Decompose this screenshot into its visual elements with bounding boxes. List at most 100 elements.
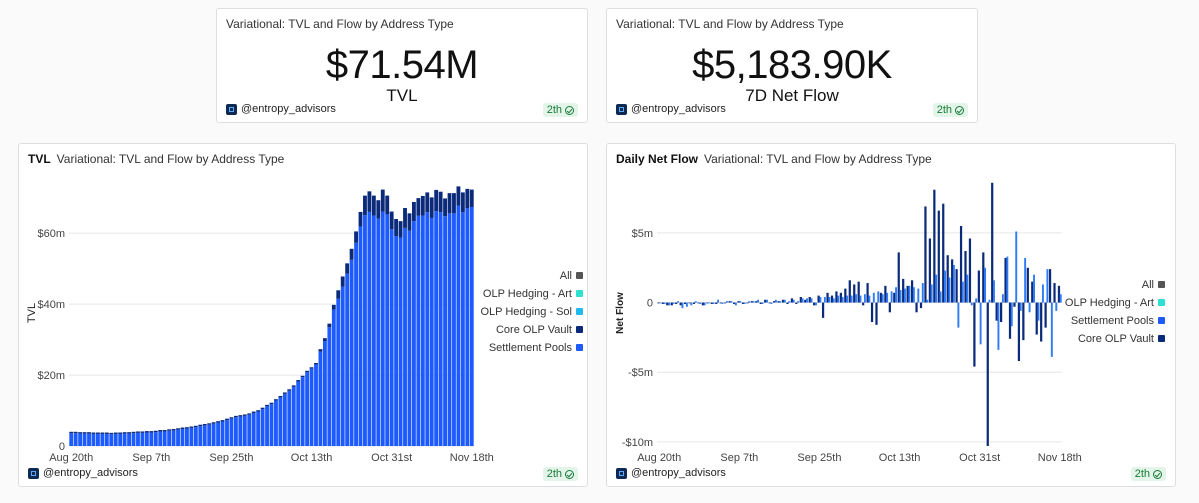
bar-core-olp-vault [857,281,860,303]
y-tick-label: $40m [37,299,65,311]
legend-swatch [576,326,583,333]
bar-settlement-pools [340,286,345,446]
bar-core-olp-vault [131,431,136,434]
bar-core-olp-vault [982,252,985,303]
bar-settlement-pools [699,302,702,304]
bar-settlement-pools [438,212,443,446]
bar-settlement-pools [282,393,287,446]
bar-core-olp-vault [403,208,407,228]
counter-card-net-flow[interactable]: Variational: TVL and Flow by Address Typ… [606,8,978,123]
bar-settlement-pools [469,206,474,446]
bar-settlement-pools [287,390,292,446]
bar-settlement-pools [465,208,470,446]
bar-settlement-pools [863,294,866,303]
bar-settlement-pools [216,422,221,446]
flow-chart-card[interactable]: Daily Net Flow Variational: TVL and Flow … [606,143,1176,487]
y-tick-label: -$10m [622,437,653,449]
bar-settlement-pools [890,291,893,303]
author[interactable]: @entropy_advisors [28,467,138,479]
author[interactable]: @entropy_advisors [616,103,726,115]
check-circle-icon [565,105,574,115]
bar-settlement-pools [207,424,212,446]
bar-core-olp-vault [211,422,216,424]
bar-settlement-pools [443,216,447,446]
bar-settlement-pools [819,296,822,303]
bar-settlement-pools [407,230,412,446]
legend-label: All [560,270,572,282]
bar-settlement-pools [127,433,132,446]
bar-core-olp-vault [830,295,834,303]
bar-settlement-pools [371,215,376,446]
bar-core-olp-vault [385,195,390,215]
check-circle-icon [565,469,574,479]
chart-name: Daily Net Flow [616,152,699,166]
bar-core-olp-vault [136,431,140,433]
bar-settlement-pools [855,294,857,303]
bar-settlement-pools [1059,294,1062,303]
chart-title: Daily Net Flow Variational: TVL and Flow … [616,152,932,166]
bar-settlement-pools [908,285,911,303]
tvl-chart[interactable]: 0 $20m $40m $60m TVL Aug 20th Sep 7th Sep 25th O… [19,144,587,486]
bar-core-olp-vault [964,251,967,303]
bar-core-olp-vault [893,292,896,303]
bar-core-olp-vault [692,302,696,304]
bar-settlement-pools [952,264,955,303]
bar-core-olp-vault [189,426,194,428]
author[interactable]: @entropy_advisors [226,103,336,115]
bar-settlement-pools [122,433,127,446]
bar-core-olp-vault [278,395,283,398]
bar-core-olp-vault [185,427,189,429]
bar-core-olp-vault [233,415,238,418]
bar-settlement-pools [100,433,105,446]
bar-settlement-pools [225,420,229,446]
bar-settlement-pools [429,217,434,446]
bar-settlement-pools [717,299,720,303]
bar-settlement-pools [730,301,733,303]
bar-core-olp-vault [216,421,221,423]
y-tick-label: $5m [632,228,653,240]
bar-core-olp-vault [389,211,394,230]
x-tick-label: Sep 25th [797,452,841,464]
bar-settlement-pools [725,301,728,303]
bar-core-olp-vault [666,302,669,306]
bar-core-olp-vault [87,432,91,434]
bar-settlement-pools [140,432,145,446]
bar-core-olp-vault [443,198,447,217]
bar-settlement-pools [783,299,786,303]
net-flow-chart[interactable]: -$10m -$5m 0 $5m Net Flow Aug 20th Sep 7th Sep … [607,144,1175,486]
counter-card-tvl[interactable]: Variational: TVL and Flow by Address Typ… [216,8,588,123]
bar-core-olp-vault [924,206,927,303]
bar-core-olp-vault [973,302,976,367]
bar-settlement-pools [1010,302,1013,327]
bar-core-olp-vault [394,219,399,237]
bar-settlement-pools [957,302,960,328]
bar-core-olp-vault [407,213,412,231]
bar-settlement-pools [859,295,862,303]
legend-label: OLP Hedging - Art [483,288,572,300]
author-avatar-icon [616,467,627,479]
tvl-chart-card[interactable]: TVL Variational: TVL and Flow by Address … [18,143,588,487]
bar-core-olp-vault [848,280,851,303]
y-tick-label: $60m [37,228,65,240]
chart-subtitle: Variational: TVL and Flow by Address Typ… [56,152,285,166]
bar-settlement-pools [734,302,737,306]
bar-settlement-pools [416,215,421,446]
bar-core-olp-vault [888,302,891,313]
bar-core-olp-vault [153,430,158,433]
bar-settlement-pools [460,212,465,446]
bar-settlement-pools [349,259,354,446]
bar-core-olp-vault [768,302,771,304]
age-badge: 2th [1130,467,1166,481]
bar-core-olp-vault [764,299,767,303]
bar-settlement-pools [113,433,118,446]
bar-core-olp-vault [959,225,963,303]
bar-settlement-pools [136,432,140,446]
author[interactable]: @entropy_advisors [616,467,726,479]
bar-core-olp-vault [447,193,452,214]
bar-core-olp-vault [697,302,700,304]
bar-settlement-pools [398,237,403,446]
bar-core-olp-vault [933,189,936,303]
bar-core-olp-vault [915,302,918,313]
bar-settlement-pools [935,274,938,303]
bar-settlement-pools [766,299,768,303]
